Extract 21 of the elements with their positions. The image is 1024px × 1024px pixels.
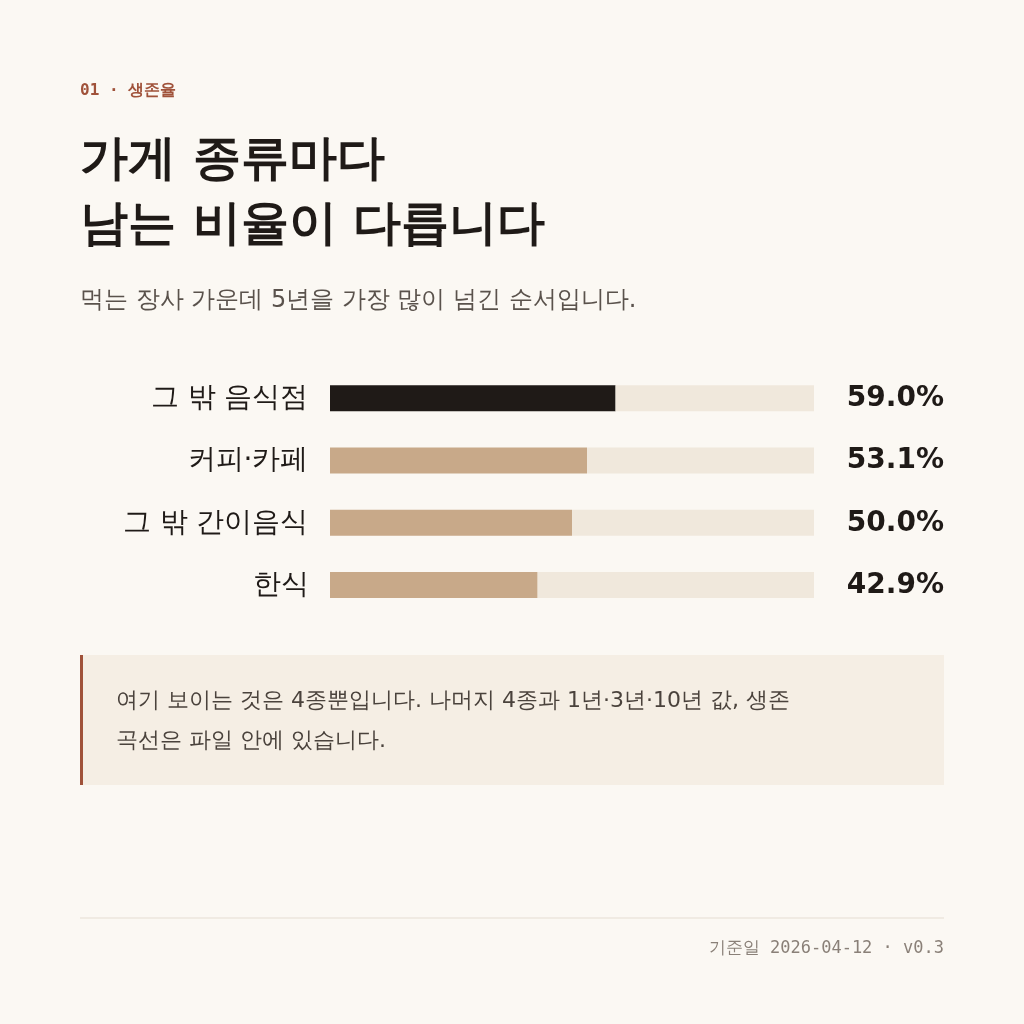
data-label: 59.0% (846, 380, 944, 414)
y-tick-label: 한식 (252, 566, 309, 600)
data-label: 53.1% (846, 442, 944, 476)
bar (330, 509, 572, 536)
text: 01 · 생존율 (80, 80, 177, 99)
bar (587, 447, 814, 474)
data-label: 42.9% (846, 566, 944, 600)
y-tick-label: 커피·카페 (187, 442, 309, 476)
y-tick-label: 그 밖 간이음식 (122, 504, 309, 538)
chart-title: 가게 종류마다 남는 비율이 다릅니다 (80, 129, 546, 250)
text: 여기 보이는 것은 4종뿐입니다. 나머지 4종과 1년·3년·10년 값, 생존 곡선은 파일 안에 있습니다. (116, 687, 790, 752)
bar (572, 509, 814, 536)
y-tick-label: 그 밖 음식점 (150, 380, 309, 414)
bar (537, 571, 814, 598)
bar (615, 385, 814, 412)
bar (330, 385, 616, 412)
bar (330, 447, 587, 474)
chart-subtitle: 먹는 장사 가운데 5년을 가장 많이 넘긴 순서입니다. (80, 285, 637, 313)
text: 기준일 2026-04-12 · v0.3 (708, 937, 944, 957)
bar (330, 571, 538, 598)
data-label: 50.0% (846, 504, 944, 538)
